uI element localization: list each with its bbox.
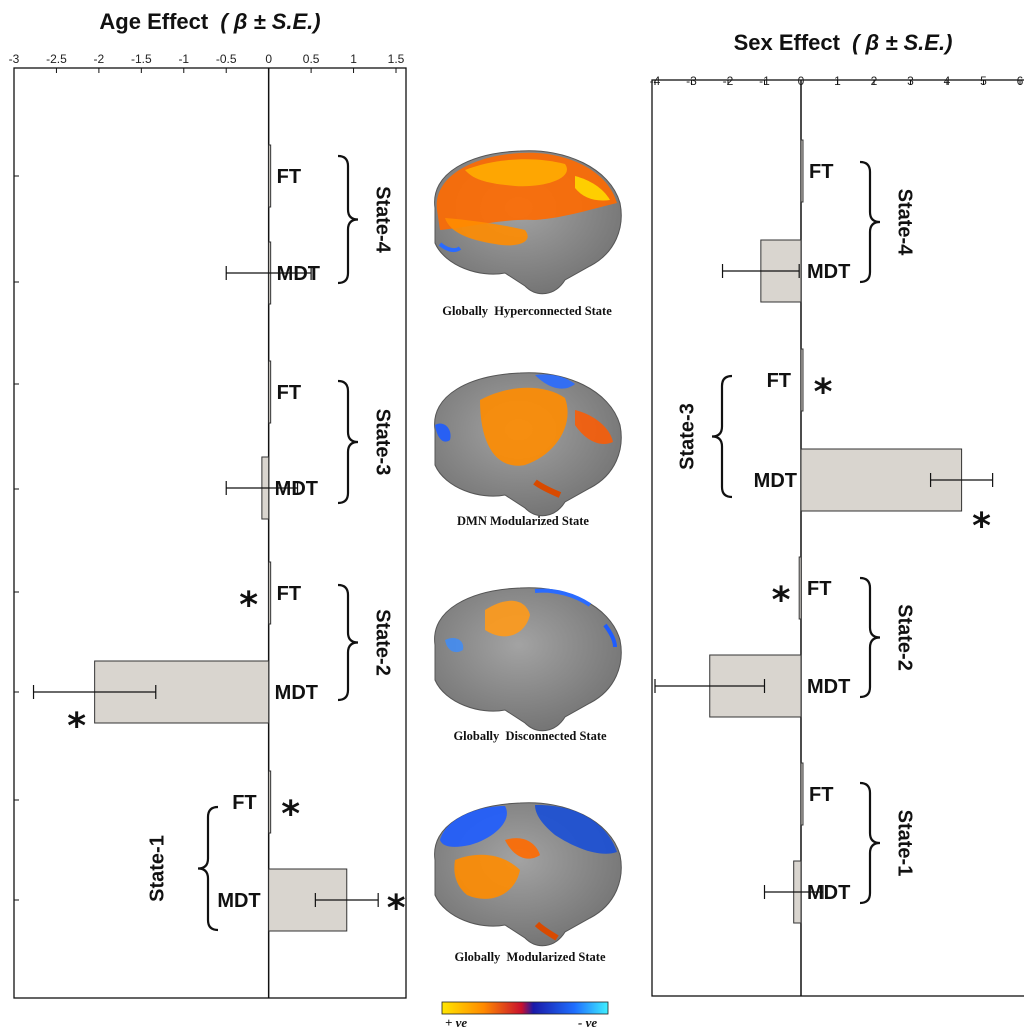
sex-bars: FT MDT FT * MDT * FT * MDT FT MDT <box>654 139 994 924</box>
sex-significance-star: * <box>814 372 833 413</box>
sex-bar <box>798 556 802 620</box>
age-chart-title-main: Age Effect <box>99 9 208 34</box>
brain-dmn-modularized-icon <box>434 372 622 517</box>
age-bar-label: FT <box>232 792 256 814</box>
age-bar <box>268 360 272 424</box>
brain-caption-dmn-modularized: DMN Modularized State <box>457 514 589 528</box>
sex-significance-star: * <box>972 506 991 547</box>
age-x-tick-label: -2 <box>94 52 105 66</box>
sex-bar-label: MDT <box>807 261 850 283</box>
age-bar-label: MDT <box>217 890 260 912</box>
sex-bar-label: MDT <box>807 676 850 698</box>
age-x-tick-label: -1 <box>178 52 189 66</box>
colorbar-negative-label: - ve <box>578 1015 597 1029</box>
sex-state-label: State-2 <box>894 604 916 671</box>
colorbar: + ve - ve <box>441 1001 609 1029</box>
sex-state-bracket <box>859 160 881 284</box>
sex-chart-title-paren: ( β ± S.E.) <box>852 30 952 55</box>
sex-bar <box>800 348 804 412</box>
sex-state-label: State-4 <box>894 189 916 257</box>
age-bar-label: FT <box>277 382 301 404</box>
age-significance-star: * <box>281 794 300 835</box>
sex-bar <box>800 139 804 203</box>
age-bars: FT MDT FT MDT FT * MDT * FT * MDT * <box>32 144 406 932</box>
age-chart-title-paren: ( β ± S.E.) <box>220 9 320 34</box>
sex-x-ticks: -4-3-2-10123456 <box>650 74 1024 88</box>
age-x-ticks: -3 -2.5 -2 -1.5 -1 -0.5 0 0.5 1 1.5 <box>9 52 405 999</box>
brain-caption-disconnected: Globally Disconnected State <box>453 729 607 743</box>
sex-significance-star: * <box>772 580 791 621</box>
age-x-tick-label: -1.5 <box>131 52 152 66</box>
colorbar-positive-label: + ve <box>445 1015 467 1029</box>
age-effect-chart: Age Effect ( β ± S.E.) -3 -2.5 -2 -1.5 -1 -0.… <box>9 9 407 999</box>
sex-chart-title: Sex Effect ( β ± S.E.) <box>734 30 953 55</box>
sex-bar-label: MDT <box>807 882 850 904</box>
sex-state-label: State-1 <box>894 810 916 877</box>
sex-state-bracket <box>859 576 881 699</box>
age-x-tick-label: 1.5 <box>388 52 405 66</box>
sex-bar-label: MDT <box>754 470 797 492</box>
brain-images <box>434 150 622 947</box>
age-state-label: State-2 <box>372 609 394 676</box>
sex-effect-chart: Sex Effect ( β ± S.E.) -4-3-2-10123456 F… <box>650 30 1024 997</box>
age-state-bracket <box>337 154 359 285</box>
age-state-label: State-3 <box>372 409 394 476</box>
sex-chart-title-main: Sex Effect <box>734 30 841 55</box>
age-chart-title: Age Effect ( β ± S.E.) <box>99 9 320 34</box>
sex-bar-label: FT <box>807 578 831 600</box>
age-state-bracket <box>197 805 219 932</box>
age-state-bracket <box>337 379 359 505</box>
age-x-tick-label: 1 <box>350 52 357 66</box>
age-bar-label: MDT <box>277 263 320 285</box>
brain-caption-modularized: Globally Modularized State <box>454 950 605 964</box>
brain-modularized-icon <box>434 802 622 947</box>
age-state-label: State-4 <box>372 186 394 254</box>
sex-bar-label: FT <box>809 784 833 806</box>
colorbar-gradient <box>441 1001 609 1015</box>
age-significance-star: * <box>67 706 86 747</box>
sex-bar-label: FT <box>809 161 833 183</box>
age-significance-star: * <box>387 888 406 929</box>
brain-disconnected-icon <box>434 587 622 732</box>
age-significance-star: * <box>239 585 258 626</box>
age-x-tick-label: 0 <box>265 52 272 66</box>
sex-state-bracket <box>711 374 733 499</box>
age-x-tick-label: -2.5 <box>46 52 67 66</box>
age-state-bracket <box>337 583 359 702</box>
age-bar <box>268 770 272 834</box>
age-bar-label: FT <box>277 583 301 605</box>
age-plot-frame <box>13 67 407 999</box>
age-bar-label: FT <box>277 166 301 188</box>
age-bar-label: MDT <box>275 682 318 704</box>
age-state-label: State-1 <box>146 835 168 902</box>
age-state-brackets: State-4 State-3 State-2 State-1 <box>146 154 394 932</box>
sex-state-label: State-3 <box>676 403 698 470</box>
brain-hyperconnected-icon <box>434 150 622 295</box>
age-x-tick-label: 0.5 <box>303 52 320 66</box>
brain-caption-hyperconnected: Globally Hyperconnected State <box>442 304 612 318</box>
sex-state-bracket <box>859 781 881 905</box>
sex-bar <box>800 762 804 826</box>
age-x-tick-label: -3 <box>9 52 20 66</box>
age-bar <box>268 144 272 208</box>
age-bar <box>268 561 272 625</box>
sex-plot-frame <box>651 79 1024 997</box>
age-x-tick-label: -0.5 <box>216 52 237 66</box>
sex-state-brackets: State-4 State-3 State-2 State-1 <box>676 160 916 905</box>
age-bar-label: MDT <box>275 478 318 500</box>
sex-bar-label: FT <box>767 370 791 392</box>
